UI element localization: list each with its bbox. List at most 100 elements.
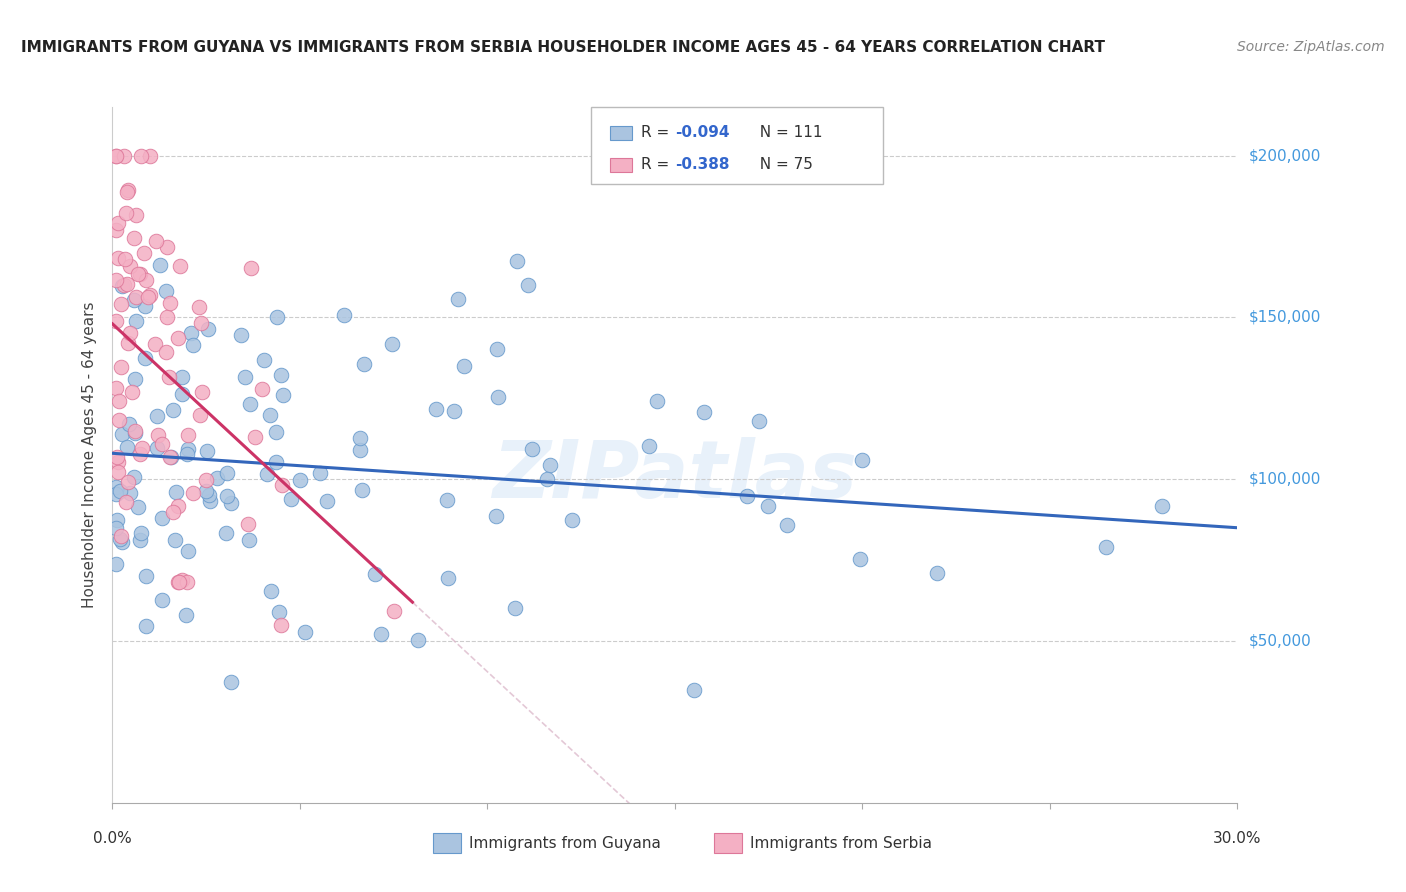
- Point: [756, 499, 779, 513]
- Point: [134, 351, 156, 365]
- Point: [105, 487, 128, 501]
- Point: [205, 471, 228, 485]
- Point: [135, 569, 157, 583]
- Point: [538, 458, 561, 472]
- Point: [127, 267, 149, 281]
- Point: [167, 575, 190, 590]
- Point: [174, 607, 197, 622]
- Point: [485, 509, 508, 524]
- Point: [169, 259, 191, 273]
- Point: [180, 326, 202, 340]
- Point: [486, 342, 509, 356]
- Point: [108, 413, 131, 427]
- Point: [166, 499, 188, 513]
- Point: [128, 268, 150, 282]
- Point: [165, 485, 187, 500]
- Point: [107, 454, 129, 468]
- Text: N = 75: N = 75: [751, 157, 813, 172]
- Point: [105, 450, 128, 465]
- Point: [505, 601, 527, 615]
- Point: [197, 488, 219, 502]
- Point: [132, 245, 155, 260]
- Point: [117, 475, 139, 489]
- Point: [107, 251, 129, 265]
- Text: Immigrants from Serbia: Immigrants from Serbia: [751, 836, 932, 851]
- Point: [115, 277, 138, 291]
- Point: [110, 297, 132, 311]
- Point: [124, 424, 146, 438]
- Point: [118, 326, 141, 340]
- Point: [349, 443, 371, 458]
- Point: [122, 231, 145, 245]
- Y-axis label: Householder Income Ages 45 - 64 years: Householder Income Ages 45 - 64 years: [82, 301, 97, 608]
- Point: [117, 336, 139, 351]
- Point: [1095, 540, 1118, 554]
- Point: [162, 506, 184, 520]
- Point: [105, 381, 128, 395]
- Text: R =: R =: [641, 125, 675, 140]
- Point: [221, 675, 243, 690]
- Point: [236, 517, 259, 532]
- Text: $150,000: $150,000: [1249, 310, 1320, 325]
- Point: [156, 240, 179, 254]
- Point: [195, 474, 218, 488]
- Point: [108, 393, 131, 408]
- Point: [536, 472, 558, 486]
- Point: [176, 447, 198, 461]
- Text: ZIPatlas: ZIPatlas: [492, 437, 858, 515]
- Point: [349, 431, 371, 445]
- Point: [381, 336, 404, 351]
- Point: [125, 209, 148, 223]
- Text: IMMIGRANTS FROM GUYANA VS IMMIGRANTS FROM SERBIA HOUSEHOLDER INCOME AGES 45 - 64: IMMIGRANTS FROM GUYANA VS IMMIGRANTS FRO…: [21, 40, 1105, 55]
- Text: 30.0%: 30.0%: [1213, 830, 1261, 846]
- Point: [136, 289, 159, 303]
- Point: [264, 425, 287, 440]
- Point: [107, 466, 129, 480]
- FancyBboxPatch shape: [610, 158, 633, 172]
- Point: [135, 618, 157, 632]
- Point: [127, 500, 149, 514]
- Point: [176, 575, 198, 590]
- Point: [107, 216, 129, 230]
- Point: [197, 322, 219, 336]
- Point: [139, 287, 162, 301]
- Point: [111, 427, 134, 442]
- FancyBboxPatch shape: [591, 107, 883, 184]
- Point: [682, 682, 704, 697]
- Point: [157, 370, 180, 384]
- Point: [183, 337, 205, 351]
- Text: Immigrants from Guyana: Immigrants from Guyana: [470, 836, 661, 851]
- Point: [188, 408, 211, 422]
- Point: [353, 357, 375, 371]
- Point: [111, 279, 134, 293]
- Point: [112, 278, 135, 293]
- Point: [927, 566, 949, 581]
- Point: [150, 511, 173, 525]
- Point: [105, 148, 128, 162]
- Point: [150, 593, 173, 607]
- Point: [239, 261, 262, 276]
- Point: [215, 489, 238, 503]
- Point: [252, 382, 274, 396]
- Point: [155, 284, 177, 298]
- Point: [112, 148, 135, 162]
- Point: [350, 483, 373, 498]
- Point: [129, 525, 152, 540]
- Point: [198, 493, 221, 508]
- Point: [105, 313, 128, 327]
- Point: [131, 441, 153, 455]
- Point: [121, 384, 143, 399]
- Point: [446, 292, 468, 306]
- Point: [128, 533, 150, 548]
- Point: [270, 368, 292, 382]
- Point: [118, 485, 141, 500]
- Point: [264, 455, 287, 469]
- Point: [271, 477, 294, 491]
- Point: [114, 252, 136, 266]
- Point: [155, 344, 177, 359]
- Point: [294, 624, 316, 639]
- Point: [190, 316, 212, 330]
- Point: [561, 513, 583, 527]
- Point: [520, 442, 543, 457]
- Point: [194, 484, 217, 499]
